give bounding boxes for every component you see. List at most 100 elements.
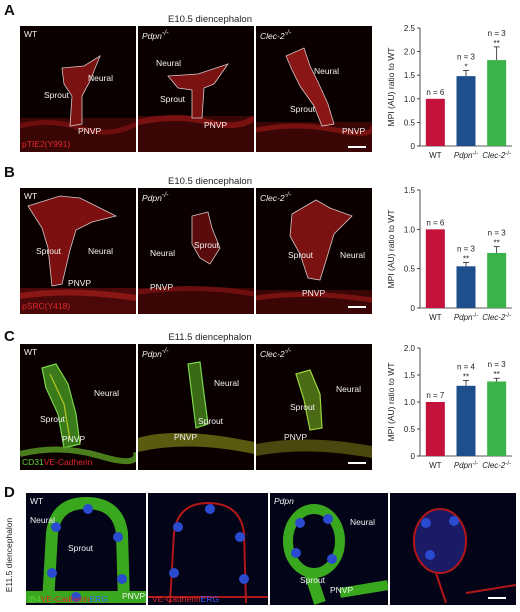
panel-d-stain-label-vecad: VE-CadherinERG	[152, 594, 220, 604]
y-tick-label: 0.5	[404, 118, 416, 127]
label-sprout: Sprout	[288, 250, 314, 260]
bar	[456, 266, 476, 308]
label-pnvp: PNVP	[68, 278, 92, 288]
label-pnvp: PNVP	[174, 432, 198, 442]
panel-c-title: E11.5 diencephalon	[168, 332, 252, 343]
genotype-label: Pdpn-/-	[142, 347, 169, 359]
label-pnvp: PNVP	[204, 120, 228, 130]
genotype-label: Clec-2-/-	[260, 347, 292, 359]
label-neural: Neural	[88, 73, 114, 83]
n-label: n = 3	[457, 244, 476, 253]
scale-bar	[348, 462, 366, 464]
x-tick-label: WT	[429, 151, 442, 160]
panel-b-stain-label: pSRC(Y418)	[22, 301, 71, 311]
label-pnvp: PNVP	[342, 126, 366, 136]
x-tick-label: Clec-2-/-	[482, 313, 511, 322]
n-label: n = 6	[426, 88, 445, 97]
panel-letter-a: A	[4, 2, 15, 19]
panel-c-image-pdpn-vessels	[138, 361, 254, 454]
panel-b-image-clec2-vessels	[256, 199, 372, 314]
y-axis-label: MPI (AU) ratio to WT	[386, 48, 396, 127]
panel-d-image-pdpn-merge: Pdpn Neural Sprout PNVP	[270, 493, 388, 605]
panel-a-image-pdpn-vessels	[138, 63, 254, 152]
y-tick-label: 0.5	[404, 265, 416, 274]
label-sprout: Sprout	[36, 246, 62, 256]
n-label: n = 3	[488, 360, 507, 369]
bar	[425, 98, 445, 146]
y-tick-label: 1.5	[404, 71, 416, 80]
bar	[487, 252, 507, 308]
label-neural: Neural	[350, 517, 376, 527]
n-label: n = 4	[457, 362, 476, 371]
x-tick-label: Clec-2-/-	[482, 461, 511, 470]
label-sprout: Sprout	[290, 402, 316, 412]
significance-mark: **	[494, 239, 500, 248]
panel-c-image-clec2: Clec-2-/- Neural Sprout PNVP	[256, 344, 372, 470]
label-neural: Neural	[156, 58, 182, 68]
genotype-label: Pdpn-/-	[142, 191, 169, 203]
label-pnvp: PNVP	[150, 282, 174, 292]
bar	[487, 60, 507, 146]
y-tick-label: 0.5	[404, 425, 416, 434]
panel-d-image-wt-merge: WT Neural Sprout PNVP	[26, 493, 146, 605]
label-neural: Neural	[150, 248, 176, 258]
genotype-label: Clec-2-/-	[260, 191, 292, 203]
y-axis-label: MPI (AU) ratio to WT	[386, 363, 396, 442]
significance-mark: **	[494, 39, 500, 48]
genotype-label: Pdpn-/-	[142, 29, 169, 41]
panel-b-image-clec2: Clec-2-/- Sprout Neural PNVP	[256, 188, 372, 314]
y-tick-label: 2.5	[404, 24, 416, 33]
panel-a-bar-chart: MPI (AU) ratio to WT 0 0.5 1.0 1.5 2.0 2.5 n = …	[386, 18, 516, 168]
y-tick-label: 0	[411, 142, 416, 151]
bar	[487, 381, 507, 456]
panel-c-image-wt-vessels	[20, 363, 136, 465]
significance-mark: **	[463, 254, 469, 263]
panel-c-stain-label: CD31VE-Cadherin	[22, 457, 93, 467]
label-neural: Neural	[30, 515, 56, 525]
panel-d-image-wt-vecad	[148, 493, 268, 605]
panel-c-bar-chart: MPI (AU) ratio to WT 0 0.5 1.0 1.5 2.0 n = 7 WT…	[386, 338, 516, 478]
label-neural: Neural	[314, 66, 340, 76]
label-pnvp: PNVP	[284, 432, 308, 442]
bar	[456, 385, 476, 456]
y-tick-label: 0	[411, 304, 416, 313]
panel-a-image-pdpn: Pdpn-/- Neural Sprout PNVP	[138, 26, 254, 152]
panel-d-image-pdpn-vecad-vessels	[413, 508, 516, 604]
x-tick-label: Clec-2-/-	[482, 151, 511, 160]
panel-b-image-pdpn: Pdpn-/- Sprout Neural PNVP	[138, 188, 254, 314]
chart-svg: MPI (AU) ratio to WT 0 0.5 1.0 1.5 2.0 n = 7 WT…	[386, 344, 512, 470]
panel-d-image-wt-vecad-vessels	[148, 501, 268, 604]
label-neural: Neural	[336, 384, 362, 394]
bar	[425, 402, 445, 456]
genotype-label: Pdpn	[274, 496, 294, 506]
n-label: n = 7	[426, 391, 445, 400]
y-tick-label: 1.5	[404, 186, 416, 195]
label-pnvp: PNVP	[122, 591, 146, 601]
label-pnvp: PNVP	[78, 126, 102, 136]
bar	[425, 229, 445, 308]
panel-letter-c: C	[4, 328, 15, 345]
panel-d-side-title: E11.5 diencephalon	[4, 517, 14, 593]
y-tick-label: 1.0	[404, 95, 416, 104]
n-label: n = 3	[488, 229, 507, 238]
label-sprout: Sprout	[300, 575, 326, 585]
panel-d-stain-label-merge: IB4VE-CadherinERG	[28, 594, 108, 604]
panel-d-image-wt-merge-vessels	[26, 496, 146, 604]
panel-letter-b: B	[4, 164, 15, 181]
x-tick-label: WT	[429, 461, 442, 470]
panel-a-image-wt: WT Neural Sprout PNVP	[20, 26, 136, 152]
panel-b-title: E10.5 diencephalon	[168, 176, 252, 187]
label-pnvp: PNVP	[330, 585, 354, 595]
label-sprout: Sprout	[40, 414, 66, 424]
x-tick-label: Pdpn-/-	[454, 313, 478, 322]
panel-c-image-wt: WT Neural Sprout PNVP	[20, 344, 136, 470]
panel-b-image-pdpn-vessels	[138, 211, 254, 314]
genotype-label: WT	[30, 496, 44, 506]
panel-a-stain-label: pTIE2(Y991)	[22, 139, 71, 149]
significance-mark: **	[463, 372, 469, 381]
label-neural: Neural	[214, 378, 240, 388]
significance-mark: *	[464, 62, 467, 71]
label-pnvp: PNVP	[302, 288, 326, 298]
chart-svg: MPI (AU) ratio to WT 0 0.5 1.0 1.5 2.0 2.5 n = …	[386, 24, 512, 160]
label-neural: Neural	[340, 250, 366, 260]
